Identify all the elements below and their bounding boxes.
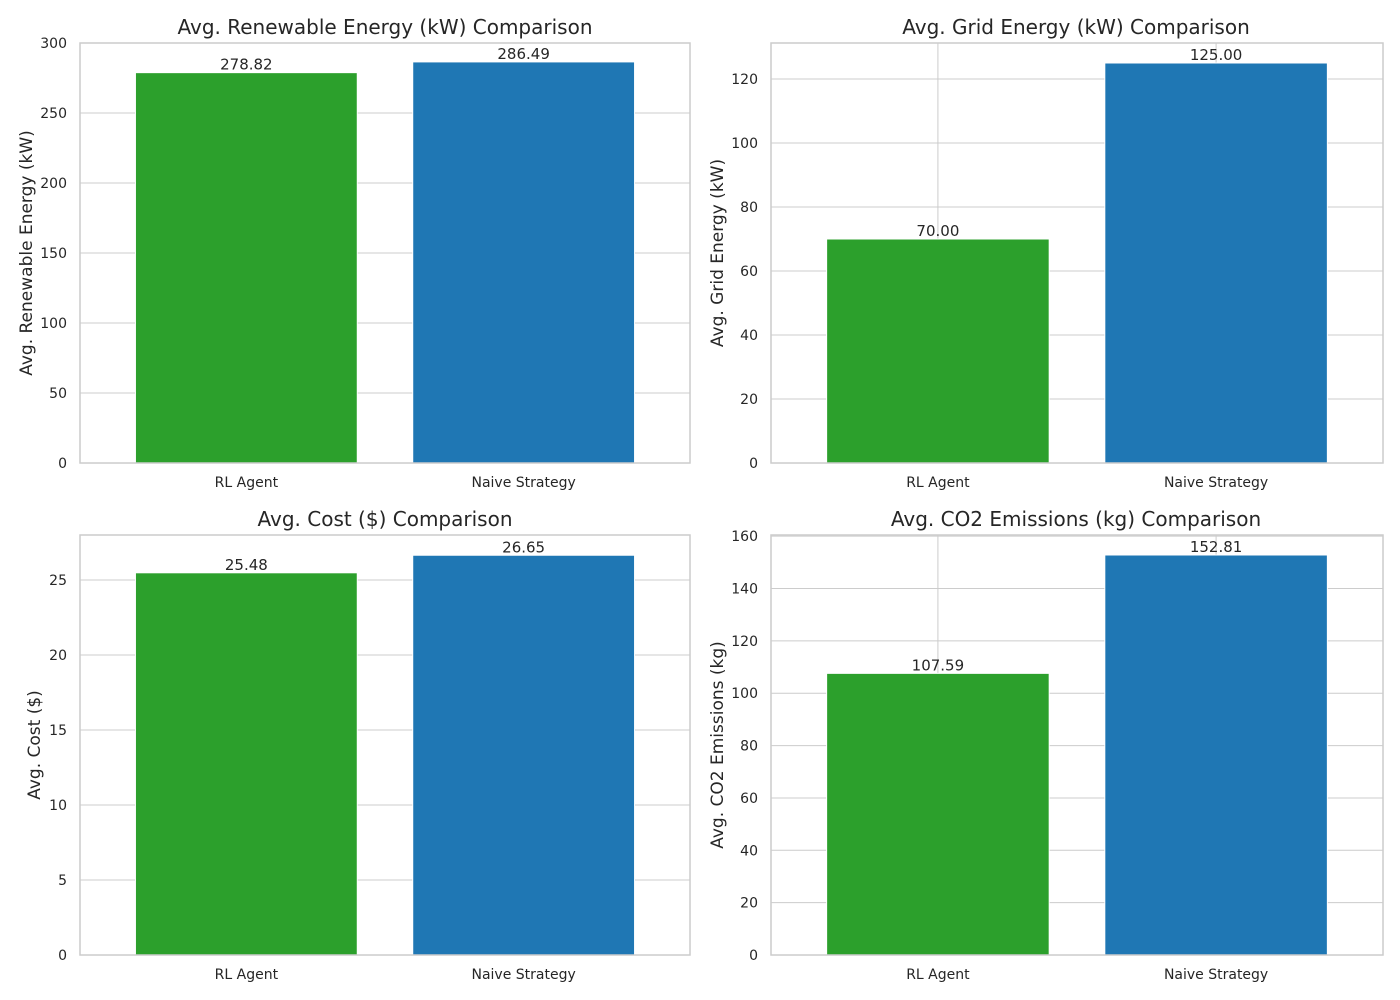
y-tick-label: 20 xyxy=(49,648,67,664)
y-tick-label: 100 xyxy=(731,686,758,702)
bar-rl-agent xyxy=(826,238,1050,464)
y-tick-label: 250 xyxy=(40,106,67,122)
y-tick-label: 120 xyxy=(731,72,758,88)
y-tick-label: 100 xyxy=(40,316,67,332)
axes-frame xyxy=(79,42,691,464)
y-tick-label: 25 xyxy=(49,573,67,589)
x-tick-label: RL Agent xyxy=(215,967,279,983)
chart-co2-emissions: Avg. CO2 Emissions (kg) Comparison Avg. … xyxy=(708,507,1384,983)
chart-renewable-energy: Avg. Renewable Energy (kW) Comparison Av… xyxy=(17,15,691,491)
y-tick-label: 0 xyxy=(749,948,758,964)
chart-title: Avg. Grid Energy (kW) Comparison xyxy=(902,15,1250,39)
bar-value-label: 26.65 xyxy=(502,538,545,556)
y-tick-label: 40 xyxy=(740,328,758,344)
chart-title: Avg. CO2 Emissions (kg) Comparison xyxy=(891,507,1261,531)
bar-value-label: 152.81 xyxy=(1190,538,1243,556)
bar-naive-strategy xyxy=(1104,62,1328,464)
y-axis-label: Avg. Grid Energy (kW) xyxy=(708,159,728,347)
bar-value-label: 25.48 xyxy=(225,556,268,574)
y-tick-label: 140 xyxy=(731,582,758,598)
bar-value-label: 125.00 xyxy=(1190,46,1243,64)
y-tick-label: 50 xyxy=(49,386,67,402)
x-tick-label: Naive Strategy xyxy=(1164,475,1268,491)
y-tick-label: 40 xyxy=(740,843,758,859)
y-tick-label: 100 xyxy=(731,136,758,152)
bar-value-label: 107.59 xyxy=(912,656,965,674)
bar-rl-agent xyxy=(826,672,1050,956)
x-tick-label: Naive Strategy xyxy=(1164,967,1268,983)
y-axis-label: Avg. Renewable Energy (kW) xyxy=(17,130,37,376)
axes-frame xyxy=(770,534,1384,956)
y-tick-label: 0 xyxy=(58,948,67,964)
chart-title: Avg. Renewable Energy (kW) Comparison xyxy=(177,15,592,39)
y-tick-label: 160 xyxy=(731,529,758,545)
plot-area: 107.59 152.81 0 20 40 60 80 100 120 140 160 RL Agen… xyxy=(731,529,1384,983)
y-tick-label: 150 xyxy=(40,246,67,262)
x-tick-label: RL Agent xyxy=(906,475,970,491)
y-axis-label: Avg. CO2 Emissions (kg) xyxy=(708,641,728,849)
y-tick-label: 60 xyxy=(740,264,758,280)
chart-grid-energy: Avg. Grid Energy (kW) Comparison Avg. Gr… xyxy=(708,15,1384,491)
y-tick-label: 20 xyxy=(740,392,758,408)
x-tick-label: Naive Strategy xyxy=(471,967,575,983)
bar-naive-strategy xyxy=(412,61,636,464)
chart-cost: Avg. Cost ($) Comparison Avg. Cost ($) 2… xyxy=(25,507,691,983)
y-tick-label: 20 xyxy=(740,896,758,912)
x-tick-label: RL Agent xyxy=(215,475,279,491)
bar-rl-agent xyxy=(134,72,358,464)
y-tick-label: 300 xyxy=(40,36,67,52)
x-tick-label: Naive Strategy xyxy=(471,475,575,491)
plot-area: 70.00 125.00 0 20 40 60 80 100 120 RL Agent Naive … xyxy=(731,42,1384,491)
bar-value-label: 70.00 xyxy=(916,222,959,240)
y-tick-label: 200 xyxy=(40,176,67,192)
y-tick-label: 60 xyxy=(740,791,758,807)
bar-value-label: 286.49 xyxy=(497,45,550,63)
bar-value-label: 278.82 xyxy=(220,56,273,74)
plot-area: 25.48 26.65 0 5 10 15 20 25 RL Agent Naive Strate… xyxy=(49,534,691,983)
axes-frame xyxy=(79,534,691,956)
axes-frame xyxy=(770,42,1384,464)
y-tick-label: 0 xyxy=(58,456,67,472)
chart-title: Avg. Cost ($) Comparison xyxy=(257,507,512,531)
y-tick-label: 80 xyxy=(740,200,758,216)
y-tick-label: 10 xyxy=(49,798,67,814)
y-tick-label: 80 xyxy=(740,739,758,755)
bar-naive-strategy xyxy=(1104,554,1328,956)
bar-naive-strategy xyxy=(412,554,636,956)
y-tick-label: 5 xyxy=(58,873,67,889)
y-tick-label: 0 xyxy=(749,456,758,472)
bar-rl-agent xyxy=(134,572,358,956)
y-tick-label: 120 xyxy=(731,634,758,650)
y-tick-label: 15 xyxy=(49,723,67,739)
y-axis-label: Avg. Cost ($) xyxy=(25,690,45,800)
plot-area: 278.82 286.49 0 50 100 150 200 250 300 RL Agent Na… xyxy=(40,36,691,491)
x-tick-label: RL Agent xyxy=(906,967,970,983)
